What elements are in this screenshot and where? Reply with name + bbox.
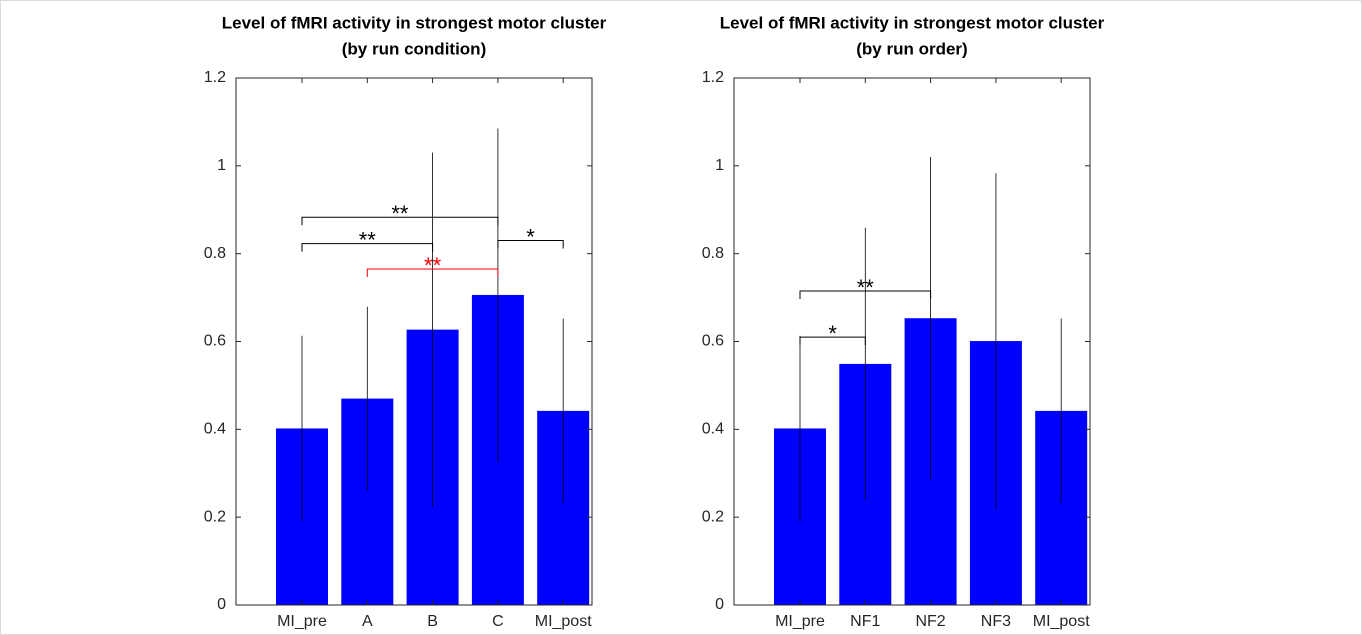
y-tick-label: 0.4 (702, 421, 724, 438)
significance-label: ** (424, 253, 442, 278)
significance-bracket (799, 290, 932, 299)
chart-title: Level of fMRI activity in strongest moto… (222, 13, 607, 32)
y-tick-label: 1 (217, 157, 226, 174)
chart-subtitle: (by run order) (856, 39, 967, 58)
y-tick-label: 0 (217, 596, 226, 613)
axes-box (235, 77, 593, 606)
axes-box (733, 77, 1091, 606)
x-tick-label: MI_pre (775, 613, 825, 630)
significance-bracket (497, 239, 564, 249)
significance-label: ** (857, 275, 875, 300)
significance-bracket (366, 268, 499, 278)
x-tick-label: MI_pre (277, 613, 327, 630)
significance-label: * (526, 224, 535, 249)
x-tick-label: A (362, 613, 373, 630)
x-tick-label: MI_post (1033, 613, 1090, 630)
significance-label: ** (359, 227, 377, 252)
x-tick-label: B (427, 613, 438, 630)
significance-label: * (828, 321, 837, 346)
significance-bracket (799, 336, 866, 346)
significance-bracket (301, 216, 499, 226)
y-tick-label: 0.2 (702, 508, 724, 525)
significance-bracket (301, 243, 434, 252)
chart-title: Level of fMRI activity in strongest moto… (720, 13, 1105, 32)
y-tick-label: 0.4 (204, 421, 226, 438)
y-tick-label: 0.6 (702, 333, 724, 350)
y-tick-label: 1 (715, 157, 724, 174)
x-tick-label: C (492, 613, 504, 630)
x-tick-label: NF3 (981, 613, 1011, 630)
y-tick-label: 0.2 (204, 508, 226, 525)
significance-label: ** (391, 201, 409, 226)
y-tick-label: 0.6 (204, 333, 226, 350)
x-tick-label: NF2 (915, 613, 945, 630)
y-tick-label: 0 (715, 596, 724, 613)
y-tick-label: 1.2 (702, 69, 724, 86)
x-tick-label: MI_post (535, 613, 592, 630)
y-tick-label: 0.8 (702, 245, 724, 262)
y-tick-label: 1.2 (204, 69, 226, 86)
x-tick-label: NF1 (850, 613, 880, 630)
y-tick-label: 0.8 (204, 245, 226, 262)
chart-subtitle: (by run condition) (342, 39, 486, 58)
